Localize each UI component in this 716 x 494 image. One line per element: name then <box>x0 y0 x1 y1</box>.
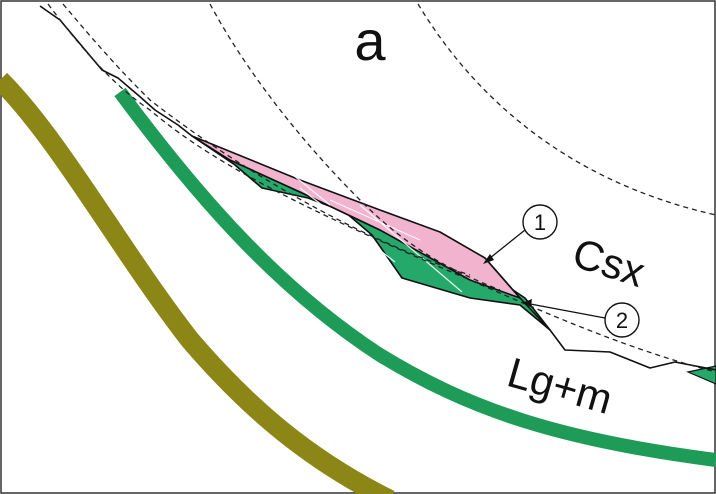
callout-1-circle <box>522 204 558 240</box>
dashed-line-2 <box>62 3 471 276</box>
dashed-line-1 <box>47 3 716 373</box>
callout-2-arrowhead <box>522 299 532 307</box>
callout-2-circle <box>604 302 640 338</box>
dashed-lines <box>47 3 716 373</box>
callout-1-arrowhead <box>483 254 494 264</box>
panel-label: a <box>354 9 386 72</box>
callout-1-number: 1 <box>534 210 546 235</box>
dashed-line-3 <box>209 3 501 291</box>
green-band <box>114 87 716 467</box>
olive-band <box>0 72 395 494</box>
callout-2-number: 2 <box>616 308 628 333</box>
callout-2-leader <box>524 302 606 319</box>
